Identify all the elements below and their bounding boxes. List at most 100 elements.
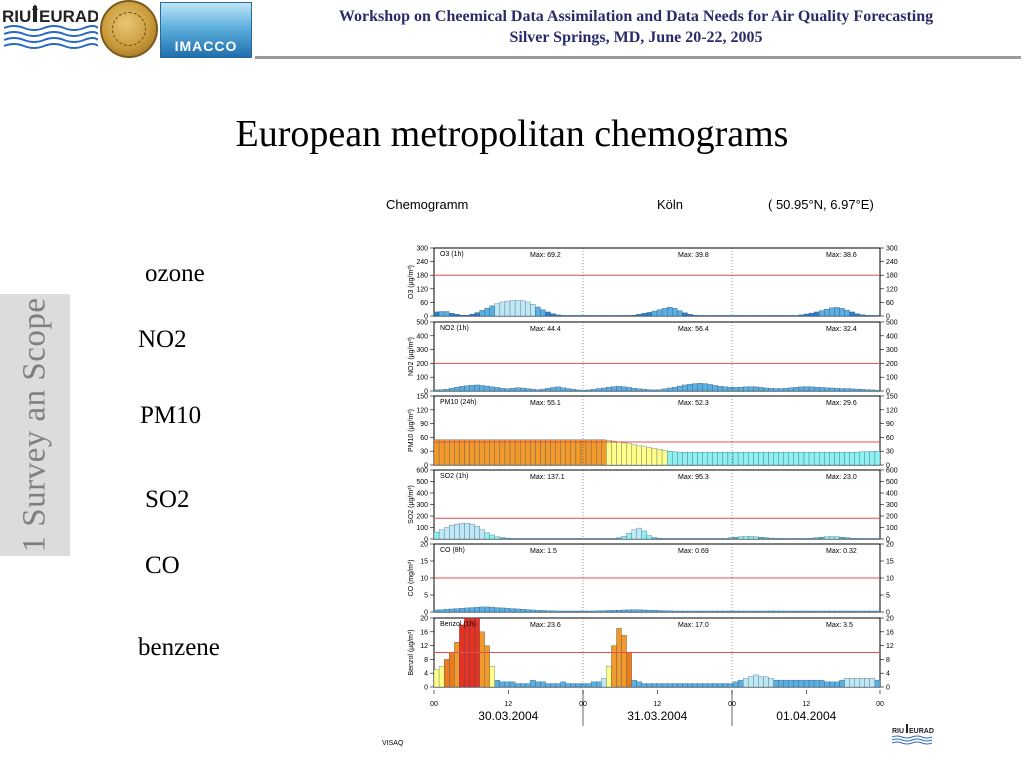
data-bar <box>778 388 784 392</box>
data-bar <box>641 446 648 466</box>
data-bar <box>869 610 876 613</box>
page-title: European metropolitan chemograms <box>235 113 789 155</box>
data-bar <box>449 388 455 392</box>
data-bar <box>672 683 678 688</box>
data-bar <box>479 529 485 540</box>
data-bar <box>636 681 642 688</box>
y-tick-label-left: 200 <box>416 361 428 368</box>
data-bar <box>824 536 830 540</box>
data-bar <box>763 610 769 613</box>
data-bar <box>798 538 805 540</box>
data-bar <box>702 538 708 540</box>
y-tick-label-left: 16 <box>420 629 428 636</box>
data-bar <box>682 312 688 317</box>
data-bar <box>474 526 480 540</box>
data-bar <box>854 313 860 317</box>
data-bar <box>803 538 810 540</box>
data-bar <box>540 538 546 540</box>
data-bar <box>494 607 501 613</box>
data-bar <box>646 535 653 540</box>
data-bar <box>672 308 678 317</box>
data-bar <box>732 537 739 540</box>
data-bar <box>438 609 445 613</box>
data-bar <box>601 610 607 613</box>
data-bar <box>555 538 561 540</box>
data-bar <box>611 645 617 688</box>
data-bar <box>555 386 561 392</box>
data-bar <box>590 439 597 466</box>
panel-max-day3: Max: 23.0 <box>826 474 857 481</box>
data-bar <box>560 538 566 540</box>
y-tick-label-right: 5 <box>886 593 890 600</box>
data-bar <box>758 387 764 392</box>
data-bar <box>550 683 556 688</box>
data-bar <box>859 314 865 317</box>
y-tick-label-right: 4 <box>886 671 890 678</box>
data-bar <box>778 315 784 317</box>
imacco-logo: IMACCO <box>160 2 252 58</box>
data-bar <box>514 439 521 466</box>
x-tick-label: 00 <box>876 701 884 708</box>
data-bar <box>570 389 577 392</box>
data-bar <box>550 439 556 466</box>
data-bar <box>550 387 556 392</box>
data-bar <box>443 311 450 317</box>
data-bar <box>732 315 739 317</box>
y-tick-label-left: 200 <box>416 514 428 521</box>
data-bar <box>560 387 566 392</box>
data-bar <box>525 439 531 466</box>
data-bar <box>469 439 475 466</box>
data-bar <box>611 538 617 540</box>
data-bar <box>479 631 485 688</box>
data-bar <box>829 387 835 392</box>
y-tick-label-left: 0 <box>424 389 428 396</box>
data-bar <box>748 676 754 688</box>
panel-max-day1: Max: 137.1 <box>530 474 565 481</box>
data-bar <box>819 679 825 688</box>
data-bar <box>798 451 805 466</box>
data-bar <box>672 451 678 466</box>
data-bar <box>641 313 648 317</box>
data-bar <box>611 610 617 613</box>
data-bar <box>504 681 511 688</box>
x-tick-label: 12 <box>802 701 810 708</box>
y-tick-label-left: 600 <box>416 468 428 475</box>
data-bar <box>859 451 865 466</box>
panel-name: CO (8h) <box>440 547 465 554</box>
data-bar <box>545 610 551 613</box>
y-tick-label-left: 100 <box>416 525 428 532</box>
data-bar <box>666 538 673 540</box>
data-bar <box>707 315 713 317</box>
data-bar <box>722 451 729 466</box>
data-bar <box>783 679 789 688</box>
data-bar <box>768 678 774 688</box>
data-bar <box>484 307 490 317</box>
data-bar <box>864 678 871 688</box>
data-bar <box>540 681 546 688</box>
data-bar <box>555 439 561 466</box>
data-bar <box>601 387 607 392</box>
data-bar <box>601 678 607 688</box>
data-bar <box>677 610 683 613</box>
data-bar <box>707 610 713 613</box>
data-bar <box>636 609 642 613</box>
data-bar <box>854 451 860 466</box>
data-bar <box>824 309 830 317</box>
data-bar <box>874 610 881 613</box>
data-bar <box>677 683 683 688</box>
data-bar <box>565 538 571 540</box>
data-bar <box>484 606 490 613</box>
data-bar <box>449 608 455 613</box>
label-pm10: PM10 <box>140 402 202 429</box>
data-bar <box>474 384 480 392</box>
y-tick-label-right: 200 <box>886 361 898 368</box>
data-bar <box>585 389 592 392</box>
data-bar <box>575 683 582 688</box>
data-bar <box>737 610 744 613</box>
data-bar <box>459 608 465 613</box>
data-bar <box>839 388 845 392</box>
data-bar <box>443 439 450 466</box>
data-bar <box>550 610 556 613</box>
date-label: 01.04.2004 <box>776 709 836 723</box>
data-bar <box>819 451 825 466</box>
